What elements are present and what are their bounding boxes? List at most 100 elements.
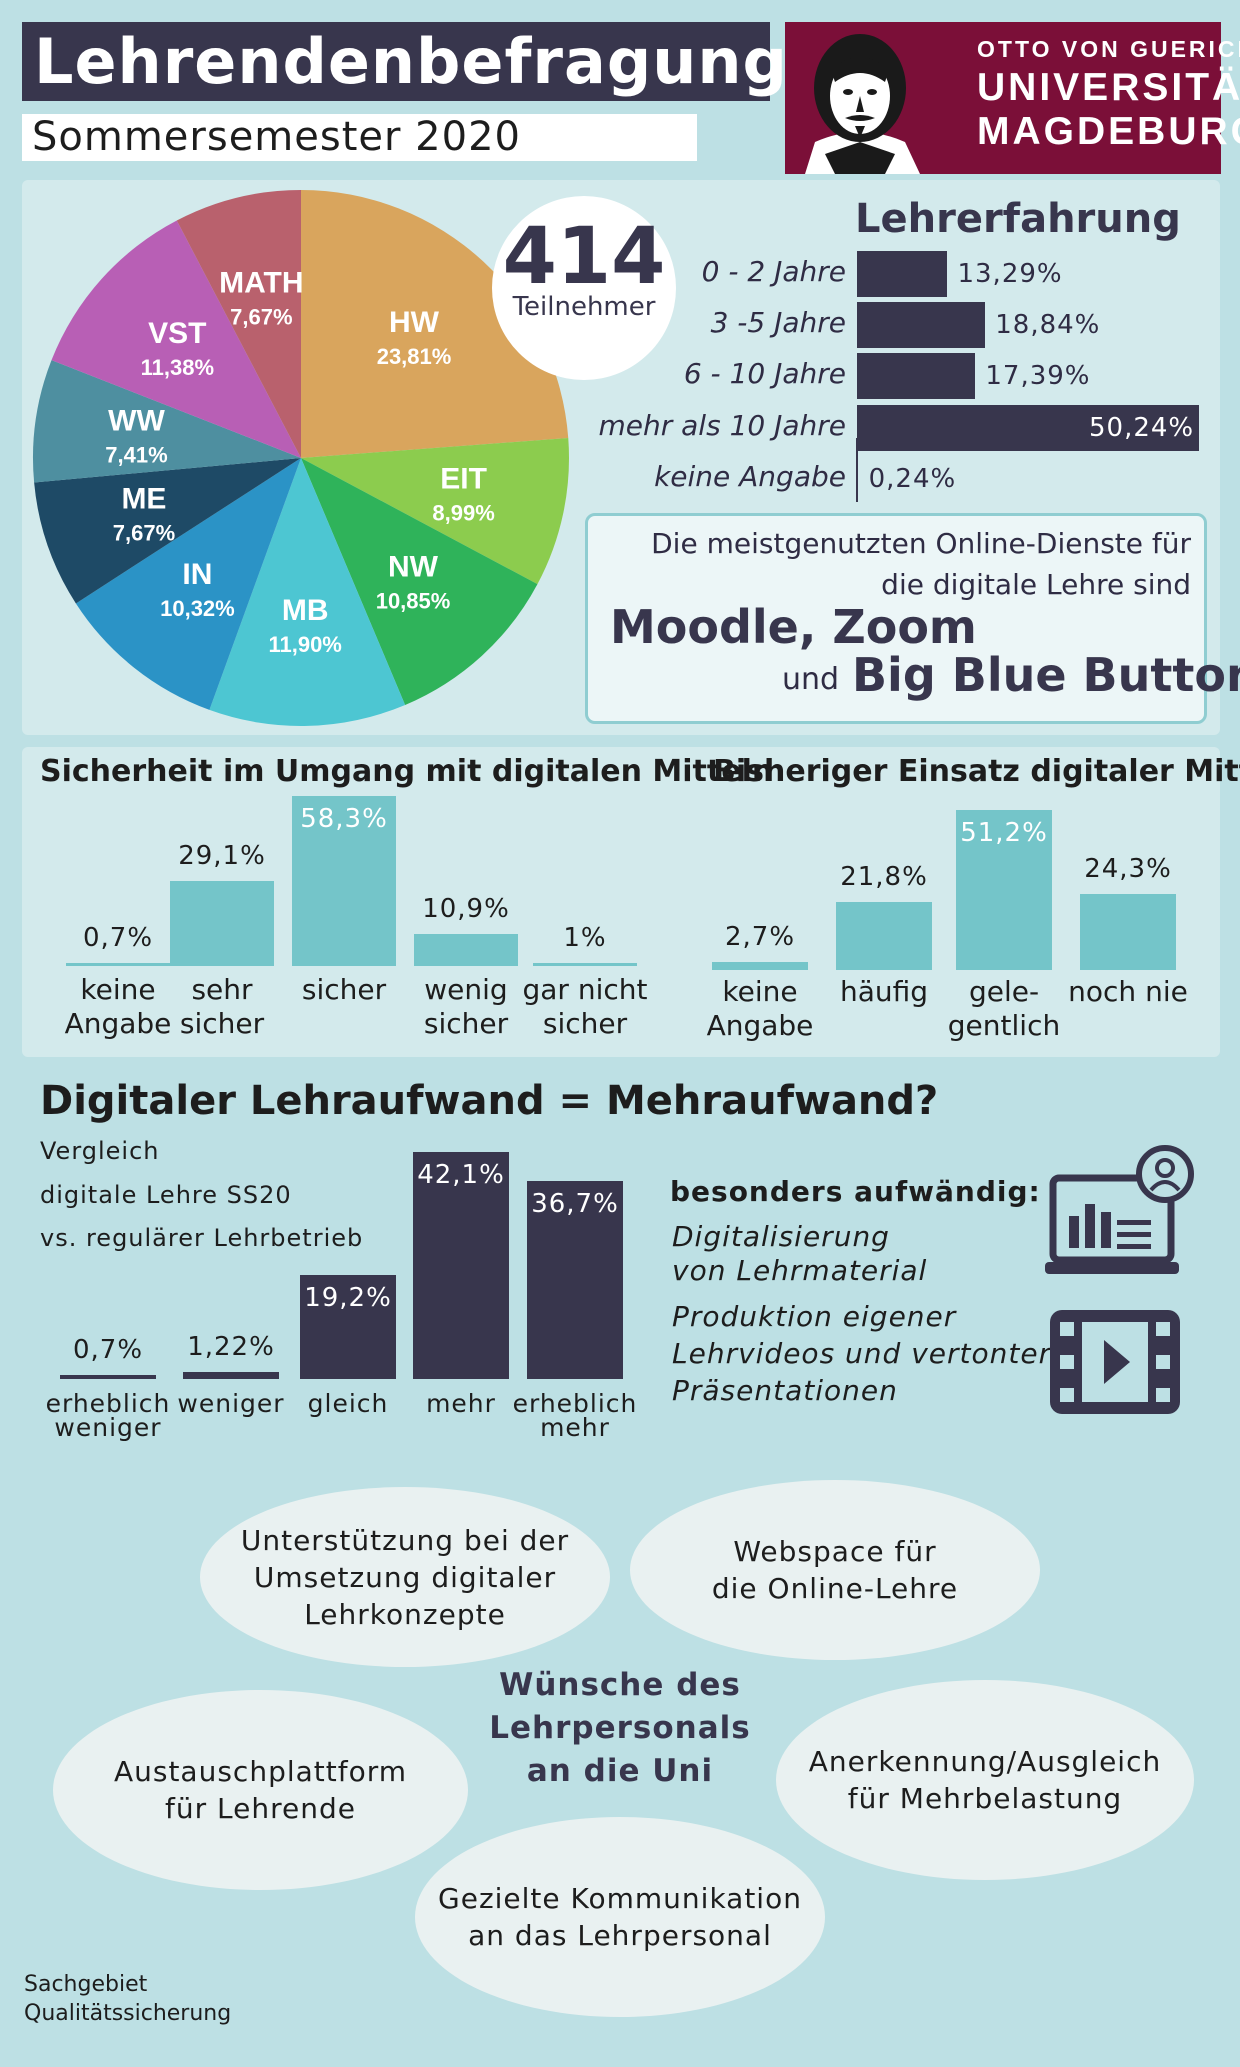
participants-count: 414	[502, 212, 666, 302]
security-value-1: 29,1%	[178, 841, 266, 872]
otto-von-guericke-portrait-icon	[805, 34, 920, 174]
workload-bar-3	[413, 1152, 509, 1379]
laptop-chart-icon	[1045, 1145, 1194, 1274]
university-logo: OTTO VON GUERICKE UNIVERSITÄT MAGDEBURG	[785, 22, 1240, 174]
workload-value-2: 19,2%	[304, 1283, 392, 1314]
footer-credit: Sachgebiet Qualitätssicherung	[24, 1972, 232, 2026]
pie-label-value-math: 7,67%	[230, 305, 292, 330]
workload-category-3: mehr	[426, 1389, 496, 1418]
usage-category-1: häufig	[839, 975, 929, 1008]
services-highlight-2: Big Blue Button	[852, 648, 1240, 702]
experience-axis	[856, 438, 858, 502]
experience-value-3: 50,24%	[1089, 413, 1195, 443]
experience-category-4: keine Angabe	[654, 460, 846, 493]
security-bar-3	[414, 934, 518, 966]
pie-slice-in	[75, 458, 301, 710]
page-subtitle: Sommersemester 2020	[32, 114, 521, 160]
page-title: Lehrendenbefragung	[34, 25, 788, 98]
security-value-0: 0,7%	[82, 923, 154, 953]
experience-category-0: 0 - 2 Jahre	[701, 255, 846, 288]
experience-value-1: 18,84%	[995, 310, 1101, 340]
participants-label: Teilnehmer	[512, 292, 656, 322]
usage-category-2: gele- gentlich	[947, 975, 1061, 1042]
experience-category-1: 3 -5 Jahre	[710, 306, 846, 339]
security-category-2: sicher	[301, 973, 387, 1006]
aufwaendig-item-2-line-2: Lehrvideos und vertonter	[672, 1337, 1052, 1370]
experience-bar-1	[857, 302, 986, 348]
pie-label-value-mb: 11,90%	[268, 632, 341, 657]
services-box	[585, 513, 1207, 724]
usage-value-0: 2,7%	[724, 921, 796, 952]
logo-line-3: MAGDEBURG	[977, 110, 1240, 153]
aufwaendig-item-2-line-1: Produktion eigener	[672, 1300, 957, 1333]
workload-category-1: weniger	[177, 1389, 285, 1418]
experience-bar-3	[857, 405, 1199, 451]
pie-slice-me	[34, 458, 301, 604]
experience-value-4: 0,24%	[868, 464, 957, 494]
pie-slice-math	[176, 190, 301, 458]
pie-label-name-vst: VST	[148, 317, 206, 350]
workload-value-4: 36,7%	[531, 1189, 619, 1220]
pie-label-value-vst: 11,38%	[141, 355, 214, 380]
wish-exchange-platform: Austauschplattform für Lehrende	[53, 1690, 468, 1890]
experience-category-2: 6 - 10 Jahre	[683, 357, 846, 390]
workload-category-4: erheblich mehr	[512, 1389, 638, 1442]
pie-slice-hw	[301, 190, 569, 458]
services-line-2: die digitale Lehre sind	[881, 568, 1191, 601]
workload-bar-4	[527, 1181, 623, 1379]
usage-bar-3	[1080, 894, 1176, 970]
title-banner	[22, 22, 770, 101]
workload-value-3: 42,1%	[417, 1160, 505, 1190]
experience-value-2: 17,39%	[985, 361, 1091, 391]
wish-communication: Gezielte Kommunikation an das Lehrperson…	[415, 1817, 825, 2017]
security-bar-0	[66, 963, 170, 966]
services-line-1: Die meistgenutzten Online-Dienste für	[651, 527, 1191, 560]
logo-line-1: OTTO VON GUERICKE	[977, 36, 1240, 62]
experience-chart-title: Lehrerfahrung	[855, 196, 1181, 242]
wishes-title: Wünsche des Lehrpersonals an die Uni	[489, 1667, 751, 1789]
security-category-3: wenig sicher	[423, 973, 509, 1040]
pie-label-value-nw: 10,85%	[376, 589, 451, 614]
usage-bar-1	[836, 901, 932, 970]
pie-label-name-nw: NW	[388, 551, 439, 584]
experience-bar-0	[857, 251, 948, 297]
pie-label-name-hw: HW	[389, 306, 440, 339]
usage-category-0: keine Angabe	[706, 975, 814, 1042]
logo-line-2: UNIVERSITÄT	[977, 66, 1240, 109]
workload-category-0: erheblich weniger	[45, 1389, 171, 1442]
workload-bar-1	[183, 1372, 279, 1379]
pie-label-name-eit: EIT	[440, 462, 487, 495]
security-bar-1	[170, 881, 274, 966]
usage-category-3: noch nie	[1068, 975, 1188, 1008]
workload-chart-title: Digitaler Lehraufwand = Mehraufwand?	[40, 1078, 939, 1124]
experience-bar-2	[857, 353, 976, 399]
pie-label-value-in: 10,32%	[160, 596, 235, 621]
pie-label-name-me: ME	[121, 482, 166, 515]
experience-value-0: 13,29%	[957, 259, 1063, 289]
services-highlight-1: Moodle, Zoom	[610, 600, 977, 654]
pie-label-name-ww: WW	[108, 405, 165, 438]
pie-label-name-math: MATH	[219, 267, 303, 300]
pie-slice-nw	[301, 458, 538, 705]
usage-value-1: 21,8%	[840, 861, 928, 892]
workload-note-1: Vergleich	[40, 1137, 160, 1165]
workload-value-1: 1,22%	[187, 1332, 275, 1363]
aufwaendig-item-2-line-3: Präsentationen	[672, 1374, 898, 1407]
workload-bar-2	[300, 1275, 396, 1379]
aufwaendig-item-1-line-2: von Lehrmaterial	[672, 1254, 928, 1287]
usage-value-3: 24,3%	[1084, 854, 1172, 885]
workload-category-2: gleich	[307, 1389, 389, 1418]
security-value-4: 1%	[563, 923, 607, 953]
pie-slice-ww	[32, 360, 301, 483]
experience-category-3: mehr als 10 Jahre	[598, 409, 846, 442]
security-category-4: gar nicht sicher	[522, 973, 648, 1040]
wish-recognition: Anerkennung/Ausgleich für Mehrbelastung	[776, 1680, 1194, 1880]
usage-bar-2	[956, 810, 1052, 970]
usage-bar-0	[712, 961, 808, 970]
pie-label-name-mb: MB	[282, 594, 329, 627]
pie-label-name-in: IN	[182, 558, 212, 591]
subtitle-banner	[22, 114, 697, 161]
aufwaendig-item-1-line-1: Digitalisierung	[672, 1220, 890, 1253]
workload-note-2: digitale Lehre SS20	[40, 1181, 292, 1209]
aufwaendig-heading: besonders aufwändig:	[670, 1175, 1041, 1208]
